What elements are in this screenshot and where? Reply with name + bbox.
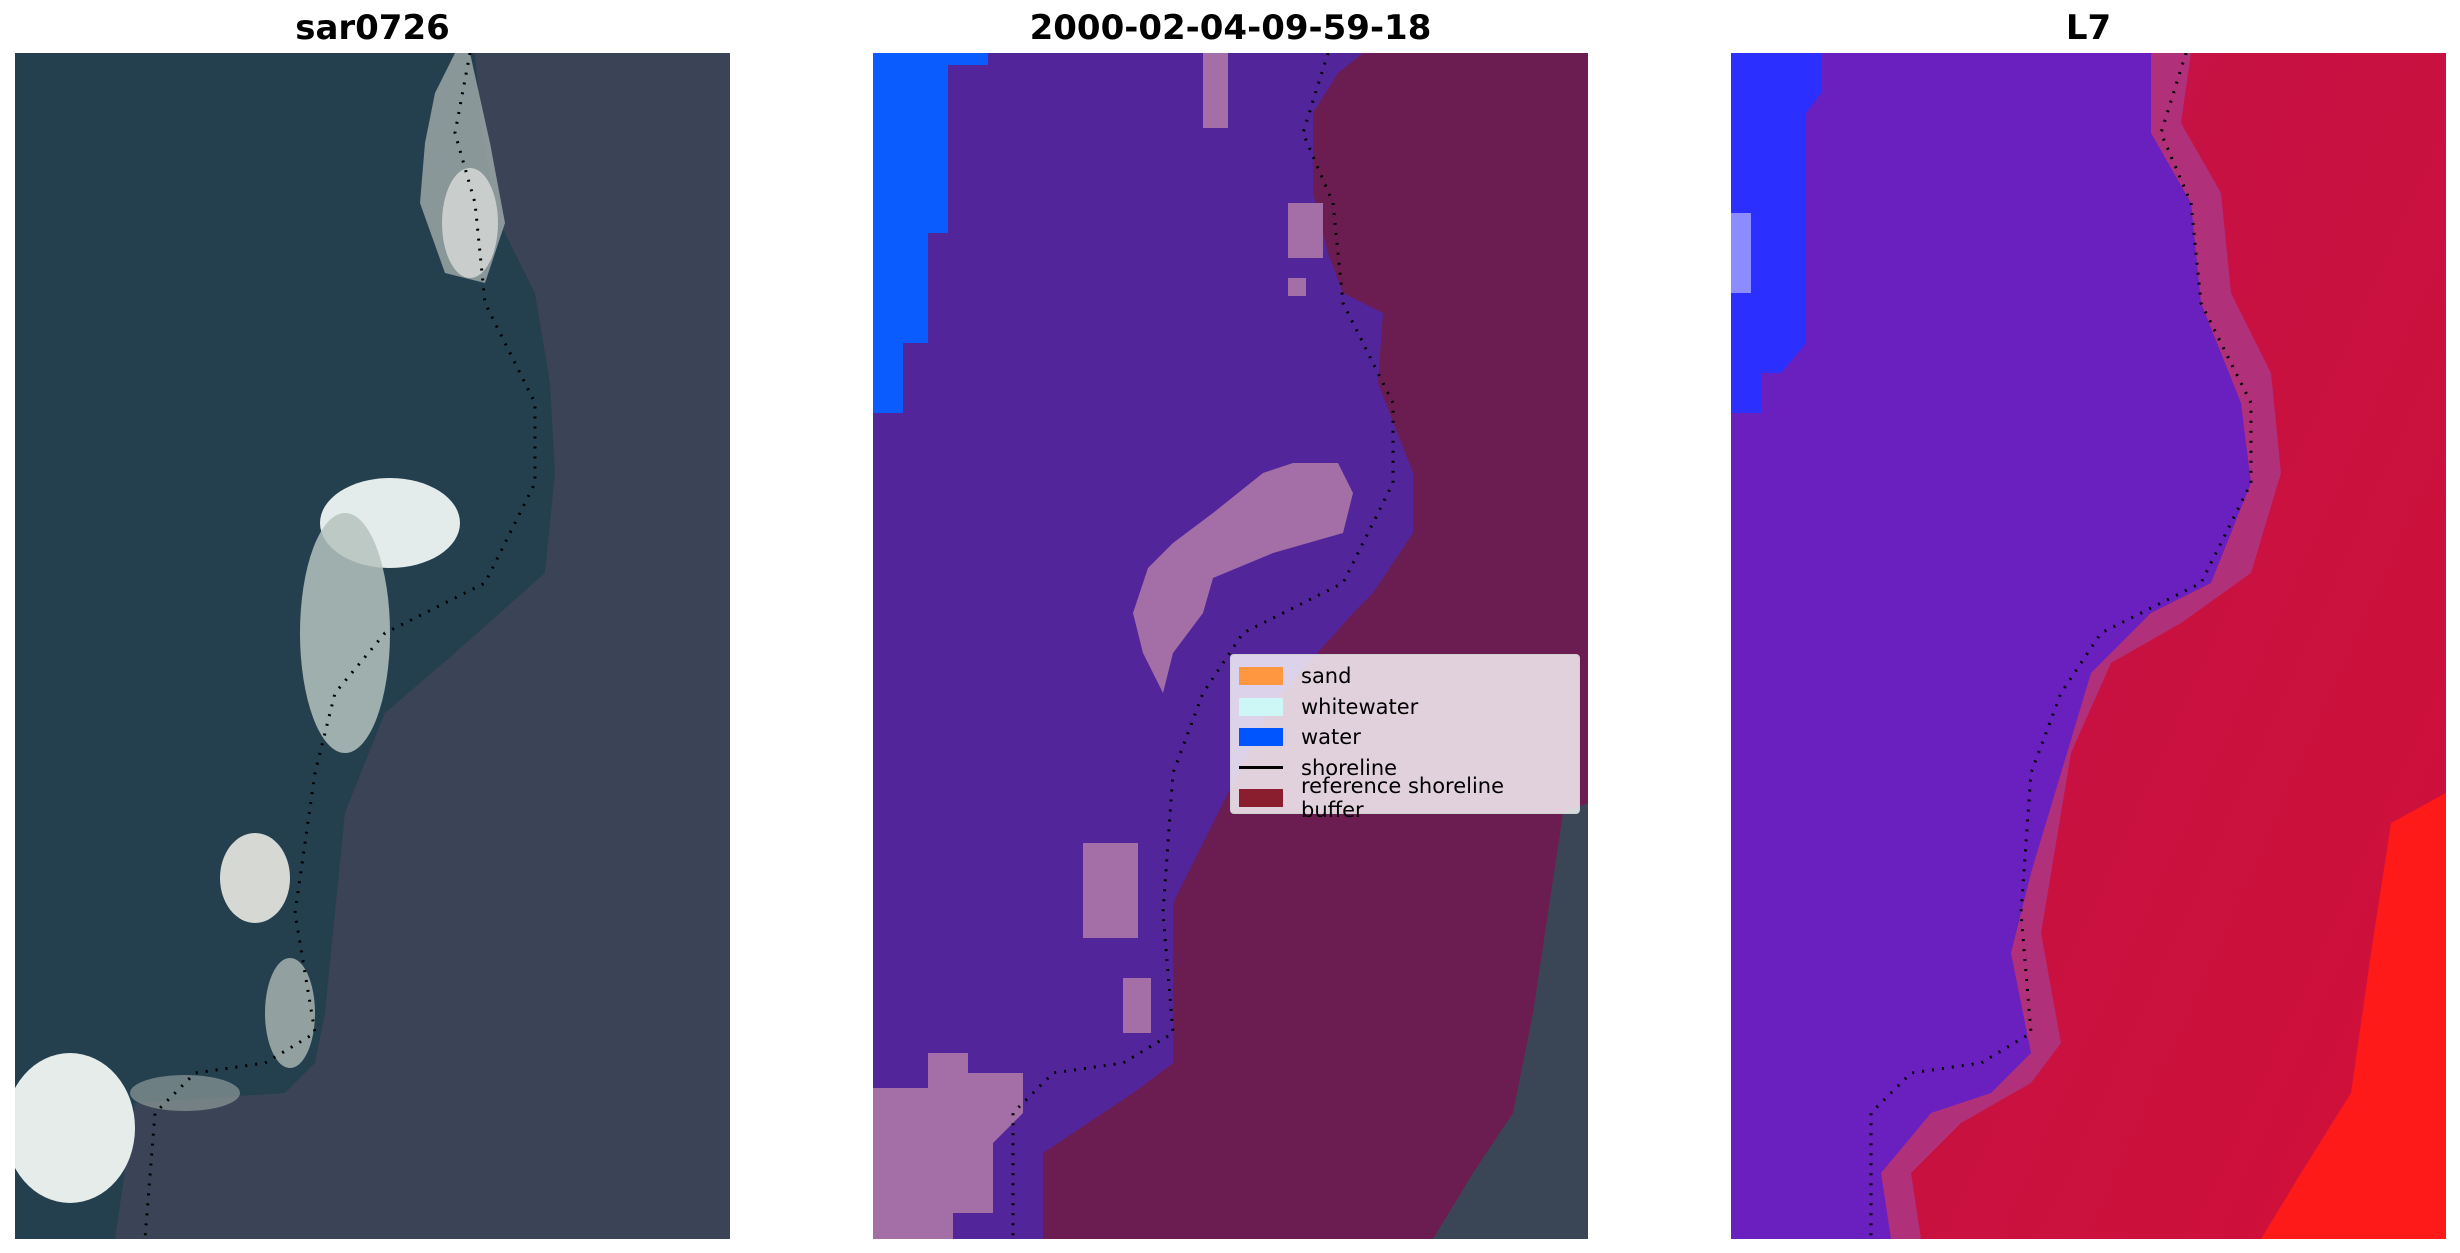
rgb-image-panel	[15, 53, 730, 1239]
buffer-swatch	[1239, 789, 1283, 808]
legend-label-water: water	[1301, 725, 1361, 750]
legend-item-reference-buffer: reference shoreline buffer	[1239, 774, 1571, 822]
legend-label-reference-buffer: reference shoreline buffer	[1301, 774, 1505, 823]
legend-item-whitewater: whitewater	[1239, 692, 1571, 723]
whitewater-swatch	[1239, 697, 1283, 716]
legend-label-sand: sand	[1301, 664, 1352, 689]
panel-title-index: L7	[2065, 8, 2112, 48]
classification-panel	[873, 53, 1588, 1239]
legend: sand whitewater water shoreline referenc…	[1230, 654, 1580, 822]
panel-title-rgb: sar0726	[295, 8, 450, 48]
legend-item-water: water	[1239, 722, 1571, 753]
panel-title-classification: 2000-02-04-09-59-18	[1029, 8, 1432, 48]
water-swatch	[1239, 728, 1283, 747]
legend-label-whitewater: whitewater	[1301, 694, 1419, 719]
legend-item-shoreline: shoreline	[1239, 753, 1571, 784]
legend-label-shoreline: shoreline	[1301, 755, 1398, 780]
classification-map	[873, 53, 1588, 1239]
shoreline-line-icon	[1239, 766, 1283, 770]
index-map	[1731, 53, 2446, 1239]
rgb-image	[15, 53, 730, 1239]
legend-item-sand: sand	[1239, 661, 1571, 692]
sand-swatch	[1239, 667, 1283, 686]
index-panel	[1731, 53, 2446, 1239]
